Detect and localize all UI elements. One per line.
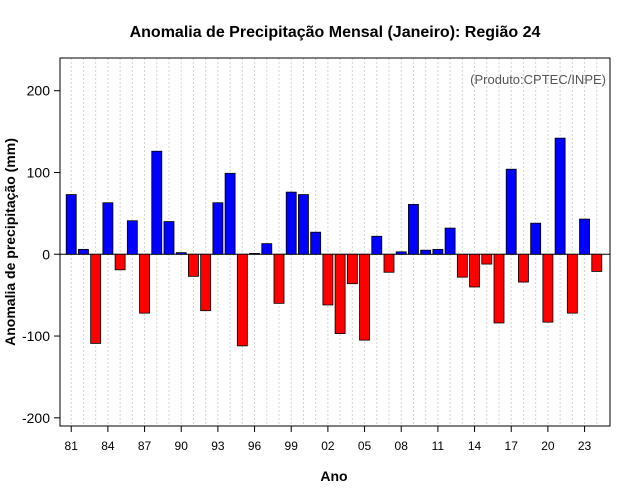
bar-2001 [310,231,322,255]
bar-1981 [65,194,77,255]
x-tick-label: 08 [395,439,409,453]
bar-1997 [261,243,273,255]
bar-2016 [493,253,505,324]
x-tick-label: 87 [138,439,152,453]
x-tick-label: 20 [541,439,555,453]
x-axis-label: Ano [320,468,347,484]
bar-1995 [236,253,248,347]
bar-1983 [90,253,102,344]
bar-2017 [505,168,517,255]
bar-1987 [139,253,150,314]
bar-2002 [322,253,334,306]
x-tick-label: 84 [101,439,115,453]
bar-1990 [175,252,187,255]
bar-1988 [151,150,163,255]
bar-1985 [114,253,126,271]
x-tick-label: 17 [505,439,519,453]
bar-2012 [444,227,456,255]
bars [65,137,603,347]
bar-2024 [591,253,603,272]
bar-1998 [273,253,285,304]
chart-title: Anomalia de Precipitação Mensal (Janeiro… [130,24,541,41]
bar-2005 [359,253,370,341]
x-tick-label: 14 [468,439,482,453]
bar-2022 [566,253,578,314]
bar-1984 [102,202,114,255]
bar-2015 [481,253,493,265]
bar-1996 [249,253,260,255]
bar-1993 [212,202,224,255]
bar-1991 [188,253,199,277]
x-tick-label: 93 [211,439,225,453]
bar-1992 [200,253,212,312]
x-axis: 81 84 87 90 93 96 99 02 05 08 11 14 17 20 23 [65,426,592,453]
bar-2021 [554,137,566,255]
y-axis-label: Anomalia de precipitação (mm) [2,138,18,346]
y-tick-label: -200 [22,410,50,426]
bar-2006 [371,235,383,255]
bar-2000 [298,194,309,255]
y-tick-label: 200 [27,83,51,99]
source-annotation: (Produto:CPTEC/INPE) [470,72,606,87]
x-tick-label: 23 [578,439,592,453]
bar-2007 [383,253,395,273]
x-tick-label: 90 [175,439,189,453]
grid [70,58,598,426]
x-tick-label: 11 [432,439,445,453]
bar-1999 [285,191,297,255]
y-tick-label: 0 [42,246,50,262]
bar-2023 [579,218,590,255]
y-axis: -200 -100 0 100 200 [22,83,60,426]
bar-2009 [408,203,419,255]
bar-2011 [432,248,444,255]
x-tick-label: 99 [285,439,299,453]
bar-2003 [334,253,346,334]
y-tick-label: -100 [22,328,50,344]
x-tick-label: 05 [358,439,372,453]
bar-2013 [456,253,468,278]
bar-1994 [224,172,236,255]
bar-2014 [469,253,480,288]
bar-2008 [395,251,407,255]
x-tick-label: 02 [321,439,335,453]
bar-2019 [530,222,542,255]
bar-1986 [126,220,138,255]
bar-2018 [518,253,529,283]
x-tick-label: 96 [248,439,262,453]
bar-1989 [163,221,175,255]
bar-2010 [420,249,432,255]
y-tick-label: 100 [27,164,51,180]
bar-2004 [346,253,358,285]
plot-frame [59,57,611,427]
x-tick-label: 81 [65,439,79,453]
bar-1982 [78,248,89,255]
bar-2020 [542,253,554,323]
